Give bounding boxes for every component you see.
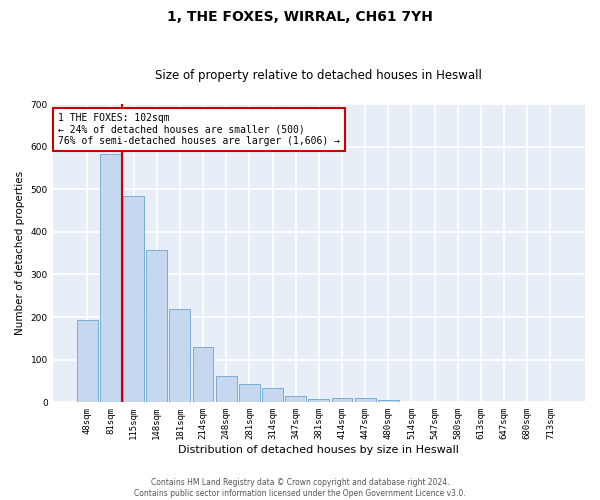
Y-axis label: Number of detached properties: Number of detached properties: [15, 171, 25, 335]
Bar: [100, 154, 121, 402]
Bar: [332, 398, 352, 402]
Bar: [123, 196, 144, 402]
Bar: [169, 310, 190, 402]
Text: 1 THE FOXES: 102sqm
← 24% of detached houses are smaller (500)
76% of semi-detac: 1 THE FOXES: 102sqm ← 24% of detached ho…: [58, 113, 340, 146]
Bar: [262, 388, 283, 402]
Text: 1, THE FOXES, WIRRAL, CH61 7YH: 1, THE FOXES, WIRRAL, CH61 7YH: [167, 10, 433, 24]
Bar: [239, 384, 260, 402]
Bar: [77, 320, 98, 402]
Bar: [355, 398, 376, 402]
Bar: [285, 396, 306, 402]
Bar: [378, 400, 399, 402]
Text: Contains HM Land Registry data © Crown copyright and database right 2024.
Contai: Contains HM Land Registry data © Crown c…: [134, 478, 466, 498]
Bar: [308, 399, 329, 402]
Bar: [216, 376, 236, 402]
Title: Size of property relative to detached houses in Heswall: Size of property relative to detached ho…: [155, 69, 482, 82]
Bar: [146, 250, 167, 402]
X-axis label: Distribution of detached houses by size in Heswall: Distribution of detached houses by size …: [178, 445, 459, 455]
Bar: [193, 346, 214, 403]
